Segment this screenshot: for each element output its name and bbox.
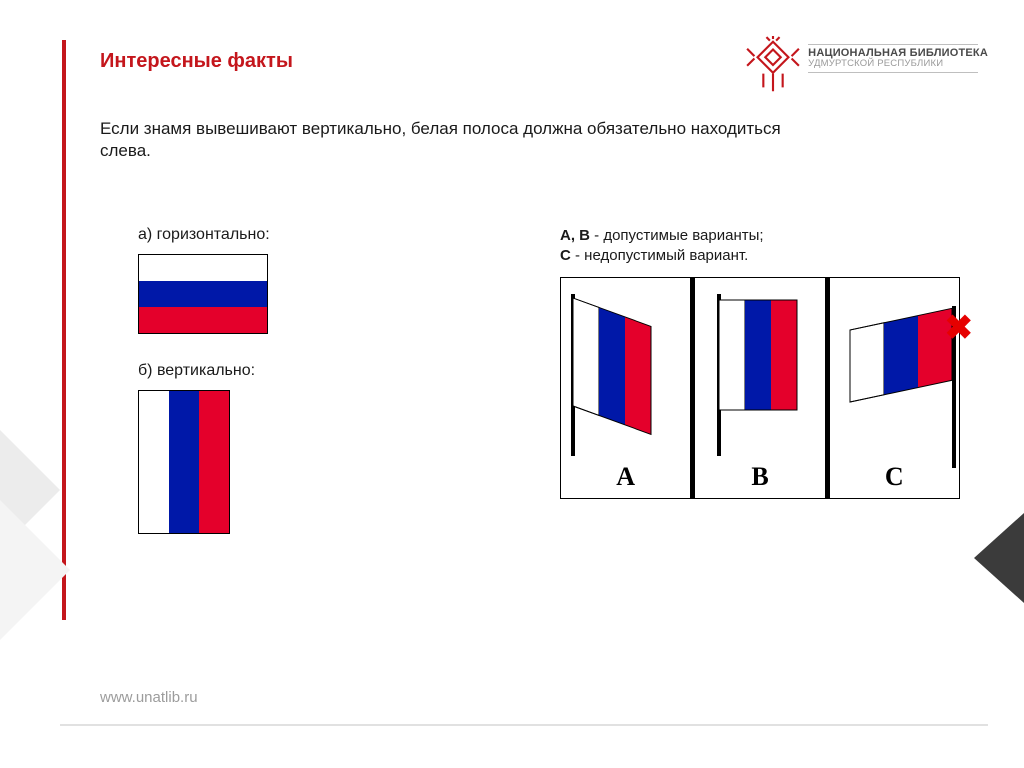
library-ornament-icon bbox=[744, 36, 802, 99]
invalid-cross-icon: ✖ bbox=[944, 308, 973, 348]
corner-chevron-icon bbox=[0, 430, 140, 650]
label-vertical: б) вертикально: bbox=[138, 362, 270, 380]
variants-diagram: A B bbox=[560, 277, 960, 499]
stripe-red bbox=[199, 391, 229, 533]
flag-b-svg bbox=[711, 288, 841, 458]
footer-url: www.unatlib.ru bbox=[100, 689, 198, 706]
stripe-white bbox=[139, 255, 267, 281]
legend: А, В - допустимые варианты; С - недопуст… bbox=[560, 226, 972, 267]
footer-divider bbox=[60, 724, 988, 726]
variant-letter: C bbox=[830, 462, 959, 492]
stripe-red bbox=[139, 307, 267, 333]
stripe-blue bbox=[169, 391, 199, 533]
flag-vertical bbox=[138, 390, 230, 534]
variant-letter: A bbox=[561, 462, 690, 492]
legend-rest-1: - допустимые варианты; bbox=[590, 227, 764, 244]
flag-horizontal bbox=[138, 254, 268, 334]
logo-text: НАЦИОНАЛЬНАЯ БИБЛИОТЕКА УДМУРТСКОЙ РЕСПУ… bbox=[808, 36, 988, 75]
body-paragraph: Если знамя вывешивают вертикально, белая… bbox=[100, 118, 800, 162]
right-column: А, В - допустимые варианты; С - недопуст… bbox=[560, 226, 972, 499]
stripe-blue bbox=[139, 281, 267, 307]
legend-rest-2: - недопустимый вариант. bbox=[571, 247, 748, 264]
label-horizontal: а) горизонтально: bbox=[138, 226, 270, 244]
logo: НАЦИОНАЛЬНАЯ БИБЛИОТЕКА УДМУРТСКОЙ РЕСПУ… bbox=[744, 36, 988, 99]
stripe-white bbox=[139, 391, 169, 533]
slide: НАЦИОНАЛЬНАЯ БИБЛИОТЕКА УДМУРТСКОЙ РЕСПУ… bbox=[0, 0, 1024, 768]
flag-a-svg bbox=[565, 288, 695, 458]
legend-bold-c: С bbox=[560, 247, 571, 264]
variant-a: A bbox=[561, 278, 690, 498]
legend-bold-ab: А, В bbox=[560, 227, 590, 244]
page-title: Интересные факты bbox=[100, 50, 293, 73]
left-column: а) горизонтально: б) вертикально: bbox=[138, 226, 270, 534]
variant-b: B bbox=[690, 278, 824, 498]
right-triangle-icon bbox=[974, 513, 1024, 608]
variant-c: ✖ C bbox=[825, 278, 959, 498]
variant-letter: B bbox=[695, 462, 824, 492]
logo-line2: УДМУРТСКОЙ РЕСПУБЛИКИ bbox=[808, 59, 988, 69]
